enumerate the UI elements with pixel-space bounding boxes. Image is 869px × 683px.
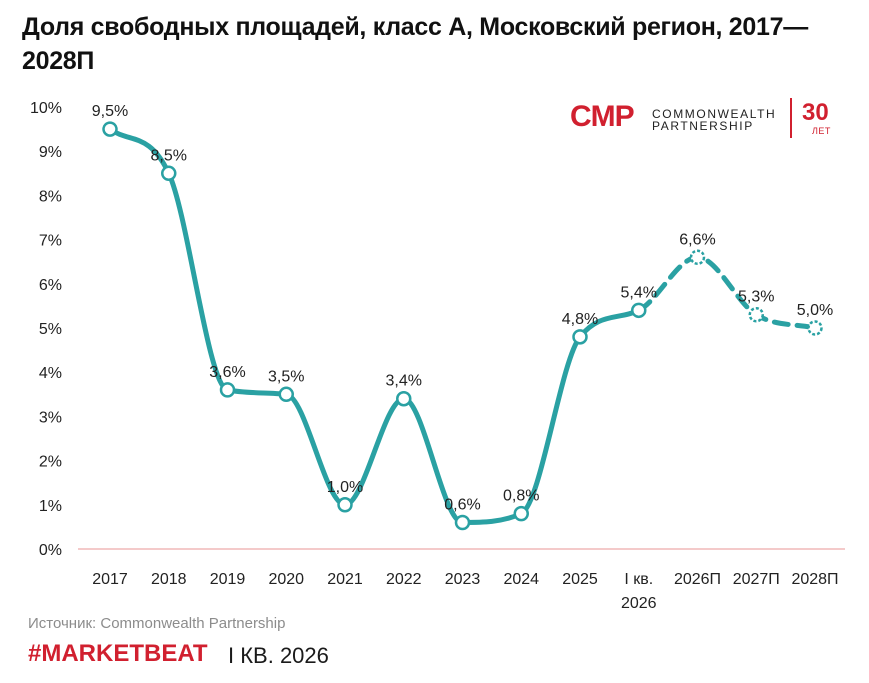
y-tick-label: 10% — [30, 100, 62, 117]
data-label: 0,8% — [503, 488, 539, 505]
y-tick-label: 0% — [39, 542, 62, 559]
data-labels: 9,5% 8,5% 3,6% 3,5% 1,0% 3,4% 0,6% 0,8% 4,8% 5,4%… — [92, 103, 833, 513]
logo-mark: CMP — [570, 100, 635, 133]
data-point — [161, 165, 177, 182]
data-point — [513, 505, 529, 522]
data-point — [102, 121, 118, 137]
data-points — [102, 121, 823, 531]
y-tick-label: 6% — [39, 277, 62, 294]
forecast-point — [689, 249, 706, 266]
data-label: 5,4% — [621, 284, 657, 301]
data-label: 3,6% — [209, 364, 245, 381]
data-label: 8,5% — [151, 147, 187, 164]
data-label: 6,6% — [679, 231, 715, 248]
series-line-actual — [107, 126, 642, 525]
y-tick-label: 9% — [39, 144, 62, 161]
data-label: 5,3% — [738, 289, 774, 306]
y-tick-label: 5% — [39, 321, 62, 338]
y-tick-label: 7% — [39, 233, 62, 250]
y-tick-label: 2% — [39, 454, 62, 471]
x-tick-label: 2025 — [562, 571, 598, 588]
x-tick-label: 2020 — [268, 571, 304, 588]
logo-years: 30 — [802, 99, 829, 126]
logo-name-line1: COMMONWEALTH — [652, 107, 777, 121]
x-tick-label: I кв. 2026 — [621, 571, 657, 612]
x-tick-label: 2028П — [791, 571, 838, 588]
data-point — [572, 329, 588, 345]
forecast-point — [807, 320, 823, 336]
data-label: 0,6% — [444, 496, 480, 513]
logo-divider — [790, 98, 792, 138]
data-point — [396, 390, 412, 407]
data-label: 5,0% — [797, 302, 833, 319]
x-tick-label: 2024 — [503, 571, 539, 588]
marketbeat-tag: #MARKETBEAT — [28, 640, 208, 667]
company-logo: CMP COMMONWEALTH PARTNERSHIP 30 ЛЕТ — [568, 98, 848, 142]
chart-title: Доля свободных площадей, класс А, Москов… — [22, 13, 808, 75]
data-label: 3,5% — [268, 368, 304, 385]
data-label: 9,5% — [92, 103, 128, 120]
forecast-point — [748, 306, 764, 323]
x-tick-label: 2019 — [210, 571, 246, 588]
report-period: I КВ. 2026 — [228, 643, 329, 668]
source-note: Источник: Commonwealth Partnership — [28, 615, 286, 632]
x-tick-label: 2017 — [92, 571, 128, 588]
x-tick-label: 2018 — [151, 571, 187, 588]
y-axis-ticks: 0% 1% 2% 3% 4% 5% 6% 7% 8% 9% 10% — [30, 100, 62, 559]
x-tick-label: 2026П — [674, 571, 721, 588]
data-label: 3,4% — [386, 373, 422, 390]
data-point — [337, 497, 353, 513]
logo-name-line2: PARTNERSHIP — [652, 119, 754, 133]
y-tick-label: 1% — [39, 498, 62, 515]
x-tick-label: 2021 — [327, 571, 363, 588]
data-point — [219, 382, 236, 398]
data-point — [454, 514, 471, 531]
x-tick-label: 2023 — [445, 571, 481, 588]
data-point — [278, 386, 294, 403]
x-tick-label: 2022 — [386, 571, 422, 588]
series-line-forecast — [636, 254, 818, 331]
x-axis-ticks: 2017 2018 2019 2020 2021 2022 2023 2024 2025 I кв… — [92, 571, 838, 612]
y-tick-label: 4% — [39, 365, 62, 382]
x-tick-label: 2027П — [733, 571, 780, 588]
logo-years-suffix: ЛЕТ — [812, 126, 831, 136]
y-tick-label: 3% — [39, 409, 62, 426]
data-label: 4,8% — [562, 311, 598, 328]
y-tick-label: 8% — [39, 188, 62, 205]
data-point — [631, 302, 647, 319]
data-label: 1,0% — [327, 479, 363, 496]
